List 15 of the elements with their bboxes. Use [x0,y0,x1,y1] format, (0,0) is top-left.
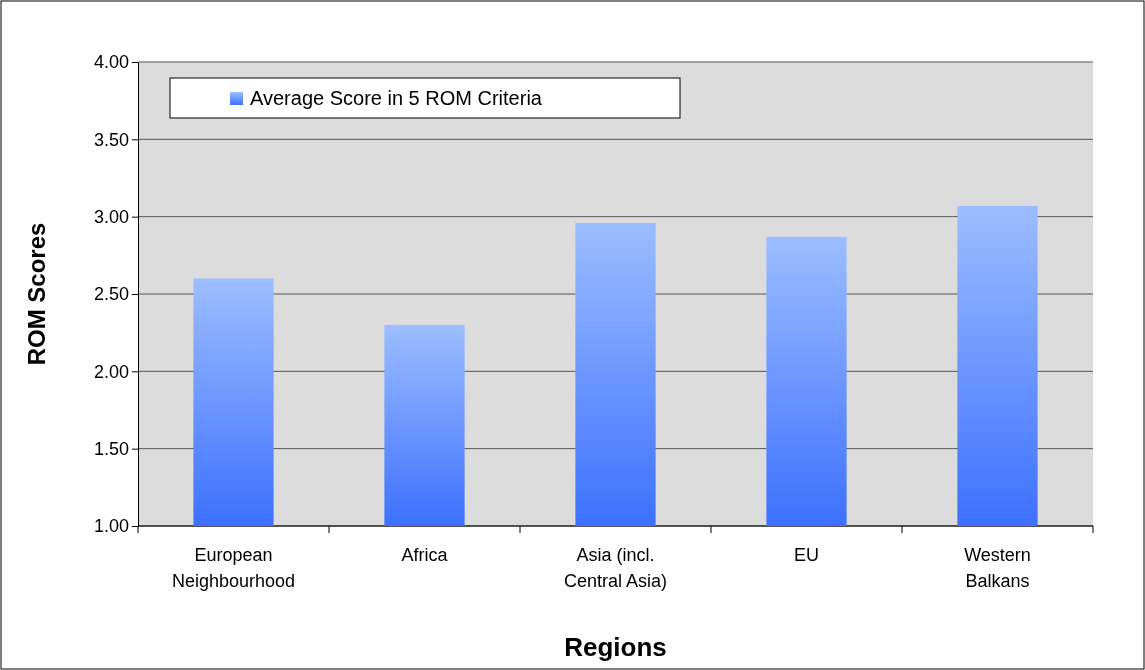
y-tick-label: 2.50 [93,284,129,305]
x-tick-label: EU [793,545,820,565]
x-tick-label: Africa [401,545,449,565]
x-axis-title: Regions [564,632,667,662]
x-tick-label: Western Balkans [964,545,1031,591]
x-tick-label: European Neighbourhood [171,545,296,591]
y-tick-label: 3.00 [93,206,129,227]
y-tick-label: 3.50 [93,129,129,150]
x-tick-label: Asia (incl. Central Asia) [563,545,668,591]
y-tick-label: 2.00 [93,361,129,382]
y-tick-label: 1.50 [93,438,129,459]
y-axis-title: ROM Scores [23,222,50,366]
y-tick-label: 1.00 [93,516,129,537]
y-tick-label: 4.00 [93,52,129,73]
legend-label: Average Score in 5 ROM Criteria [250,87,543,109]
